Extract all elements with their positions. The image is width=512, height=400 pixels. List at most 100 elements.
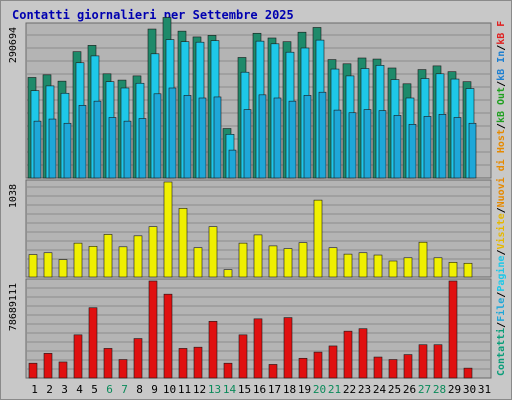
bar-pagine [318, 91, 327, 179]
legend-item: / [496, 45, 507, 51]
bar-pagine [153, 93, 162, 179]
bar-kb-f [388, 359, 398, 379]
bar-kb-f [238, 334, 248, 379]
legend-item: / [496, 81, 507, 87]
bar-visite [43, 252, 53, 278]
bar-kb-f [193, 346, 203, 379]
bar-pagine [123, 120, 132, 179]
bar-kb-f [163, 293, 173, 379]
bar-pagine [348, 112, 357, 179]
bar-kb-f [313, 351, 323, 379]
bar-visite [328, 247, 338, 278]
bar-pagine [243, 109, 252, 179]
bar-kb-f [298, 357, 308, 379]
bar-visite [343, 253, 353, 278]
bar-kb-f [73, 334, 83, 379]
x-tick-label: 18 [283, 383, 296, 396]
bar-pagine [453, 117, 462, 179]
bar-kb-f [148, 280, 158, 379]
chart-title: Contatti giornalieri per Settembre 2025 [12, 8, 294, 22]
bar-pagine [78, 105, 87, 179]
bar-visite [238, 242, 248, 278]
bar-visite [178, 208, 188, 278]
bar-kb-f [328, 345, 338, 379]
bar-pagine [183, 95, 192, 179]
bar-kb-f [433, 344, 443, 379]
bar-pagine [423, 116, 432, 179]
x-tick-label: 23 [358, 383, 371, 396]
bar-visite [268, 245, 278, 278]
bar-kb-f [448, 280, 458, 379]
legend-item: kB Out [496, 87, 507, 123]
x-tick-label: 1 [31, 383, 38, 396]
bar-pagine [273, 97, 282, 179]
x-tick-label: 24 [373, 383, 387, 396]
bar-pagine [108, 117, 117, 179]
bar-kb-f [88, 307, 98, 379]
x-tick-label: 20 [313, 383, 326, 396]
x-tick-label: 14 [223, 383, 237, 396]
bar-kb-f [373, 356, 383, 379]
bar-pagine [168, 87, 177, 179]
bar-kb-f [103, 348, 113, 379]
x-tick-label: 9 [151, 383, 158, 396]
bar-pagine [438, 114, 447, 179]
bar-pagine [213, 96, 222, 179]
bar-kb-f [283, 317, 293, 379]
bar-visite [418, 241, 428, 278]
bar-pagine [48, 118, 57, 179]
bar-kb-f [403, 354, 413, 379]
legend-item: Nuovi di Host [495, 129, 507, 207]
bar-visite [118, 246, 128, 278]
x-tick-label: 21 [328, 383, 341, 396]
x-tick-label: 31 [478, 383, 491, 396]
x-tick-label: 16 [253, 383, 266, 396]
bar-visite [358, 252, 368, 278]
bar-visite [388, 260, 398, 278]
bar-pagine [138, 118, 147, 179]
bar-kb-f [118, 359, 128, 379]
x-axis-labels: 1 2 3 4 5 6 7 8 9 10 11 12 13 14 15 16 17 18 19 20 21 22 23 24 2… [31, 383, 491, 396]
bar-visite [208, 226, 218, 278]
x-tick-label: 25 [388, 383, 401, 396]
bar-pagine [378, 110, 387, 179]
bar-visite [103, 234, 113, 278]
legend-item: Pagine [495, 256, 507, 292]
bar-visite [223, 269, 233, 278]
bar-visite [433, 257, 443, 278]
bar-kb-f [28, 362, 38, 379]
bar-visite [283, 248, 293, 278]
legend-text: Contatti/File/Pagine/Visite/Nuovi di Hos… [495, 21, 507, 376]
legend-item: kB In [496, 51, 507, 81]
bar-pagine [198, 97, 207, 179]
bar-pagine [468, 122, 477, 179]
x-tick-label: 12 [193, 383, 206, 396]
bar-kb-f [463, 367, 473, 379]
x-tick-label: 15 [238, 383, 251, 396]
y-tick-label: 1038 [8, 184, 19, 208]
bar-kb-f [43, 353, 53, 379]
bar-kb-f [58, 361, 68, 379]
bar-visite [148, 226, 158, 278]
bar-kb-f [178, 348, 188, 379]
bar-kb-f [133, 338, 143, 379]
bar-visite [448, 262, 458, 278]
bar-kb-f [208, 320, 218, 379]
bar-visite [88, 246, 98, 278]
x-tick-label: 11 [178, 383, 191, 396]
bar-visite [313, 199, 323, 278]
bar-visite [73, 242, 83, 278]
legend-item: / [496, 292, 507, 298]
legend-item: File [495, 298, 507, 322]
bar-pagine [258, 94, 267, 179]
right-legend: Contatti/File/Pagine/Visite/Nuovi di Hos… [495, 21, 507, 376]
bar-pagine [33, 120, 42, 179]
x-tick-label: 8 [136, 383, 143, 396]
bar-visite [253, 234, 263, 278]
bar-pagine [363, 109, 372, 179]
bar-kb-f [418, 344, 428, 379]
x-tick-label: 22 [343, 383, 356, 396]
x-tick-label: 29 [448, 383, 461, 396]
